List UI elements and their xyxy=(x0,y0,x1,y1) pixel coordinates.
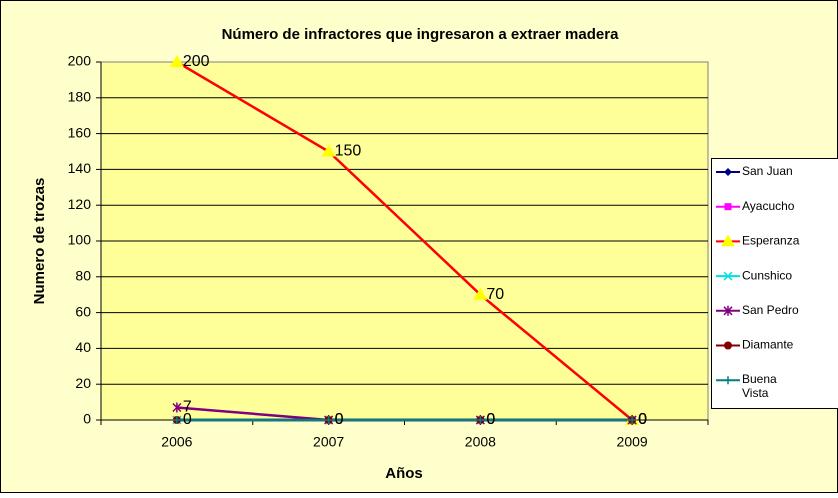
y-tick-label: 160 xyxy=(68,124,92,140)
legend-marker xyxy=(724,342,732,350)
data-label: 150 xyxy=(335,143,362,160)
x-tick-label: 2009 xyxy=(617,434,648,450)
y-tick-label: 140 xyxy=(68,160,92,176)
y-tick-label: 200 xyxy=(68,53,92,69)
x-tick-label: 2006 xyxy=(161,434,192,450)
legend-box xyxy=(712,159,838,409)
y-tick-label: 180 xyxy=(68,89,92,105)
legend: San Juan Ayacucho Esperanza Cunshico San Ped… xyxy=(712,159,838,409)
legend-label: San Pedro xyxy=(742,303,799,317)
data-label: 7 xyxy=(183,399,192,416)
legend-label: Ayacucho xyxy=(742,199,795,213)
data-label: 0 xyxy=(335,411,344,428)
y-tick-label: 20 xyxy=(75,375,91,391)
legend-label: San Juan xyxy=(742,164,793,178)
data-label: 200 xyxy=(183,53,210,70)
data-label: 0 xyxy=(638,411,647,428)
y-tick-label: 100 xyxy=(68,232,92,248)
y-tick-label: 60 xyxy=(75,303,91,319)
data-label: 70 xyxy=(486,286,504,303)
y-tick-label: 40 xyxy=(75,339,91,355)
y-tick-label: 80 xyxy=(75,268,91,284)
x-tick-label: 2008 xyxy=(465,434,496,450)
legend-label: Esperanza xyxy=(742,234,800,248)
legend-label: Diamante xyxy=(742,338,794,352)
legend-marker xyxy=(725,203,732,210)
y-tick-label: 120 xyxy=(68,196,92,212)
y-axis-label: Numero de trozas xyxy=(31,178,48,305)
y-tick-label: 0 xyxy=(83,411,91,427)
data-label: 0 xyxy=(486,411,495,428)
x-tick-label: 2007 xyxy=(313,434,344,450)
x-axis-label: Años xyxy=(385,465,423,482)
chart-title: Número de infractores que ingresaron a e… xyxy=(222,26,619,43)
legend-label: Cunshico xyxy=(742,268,792,282)
